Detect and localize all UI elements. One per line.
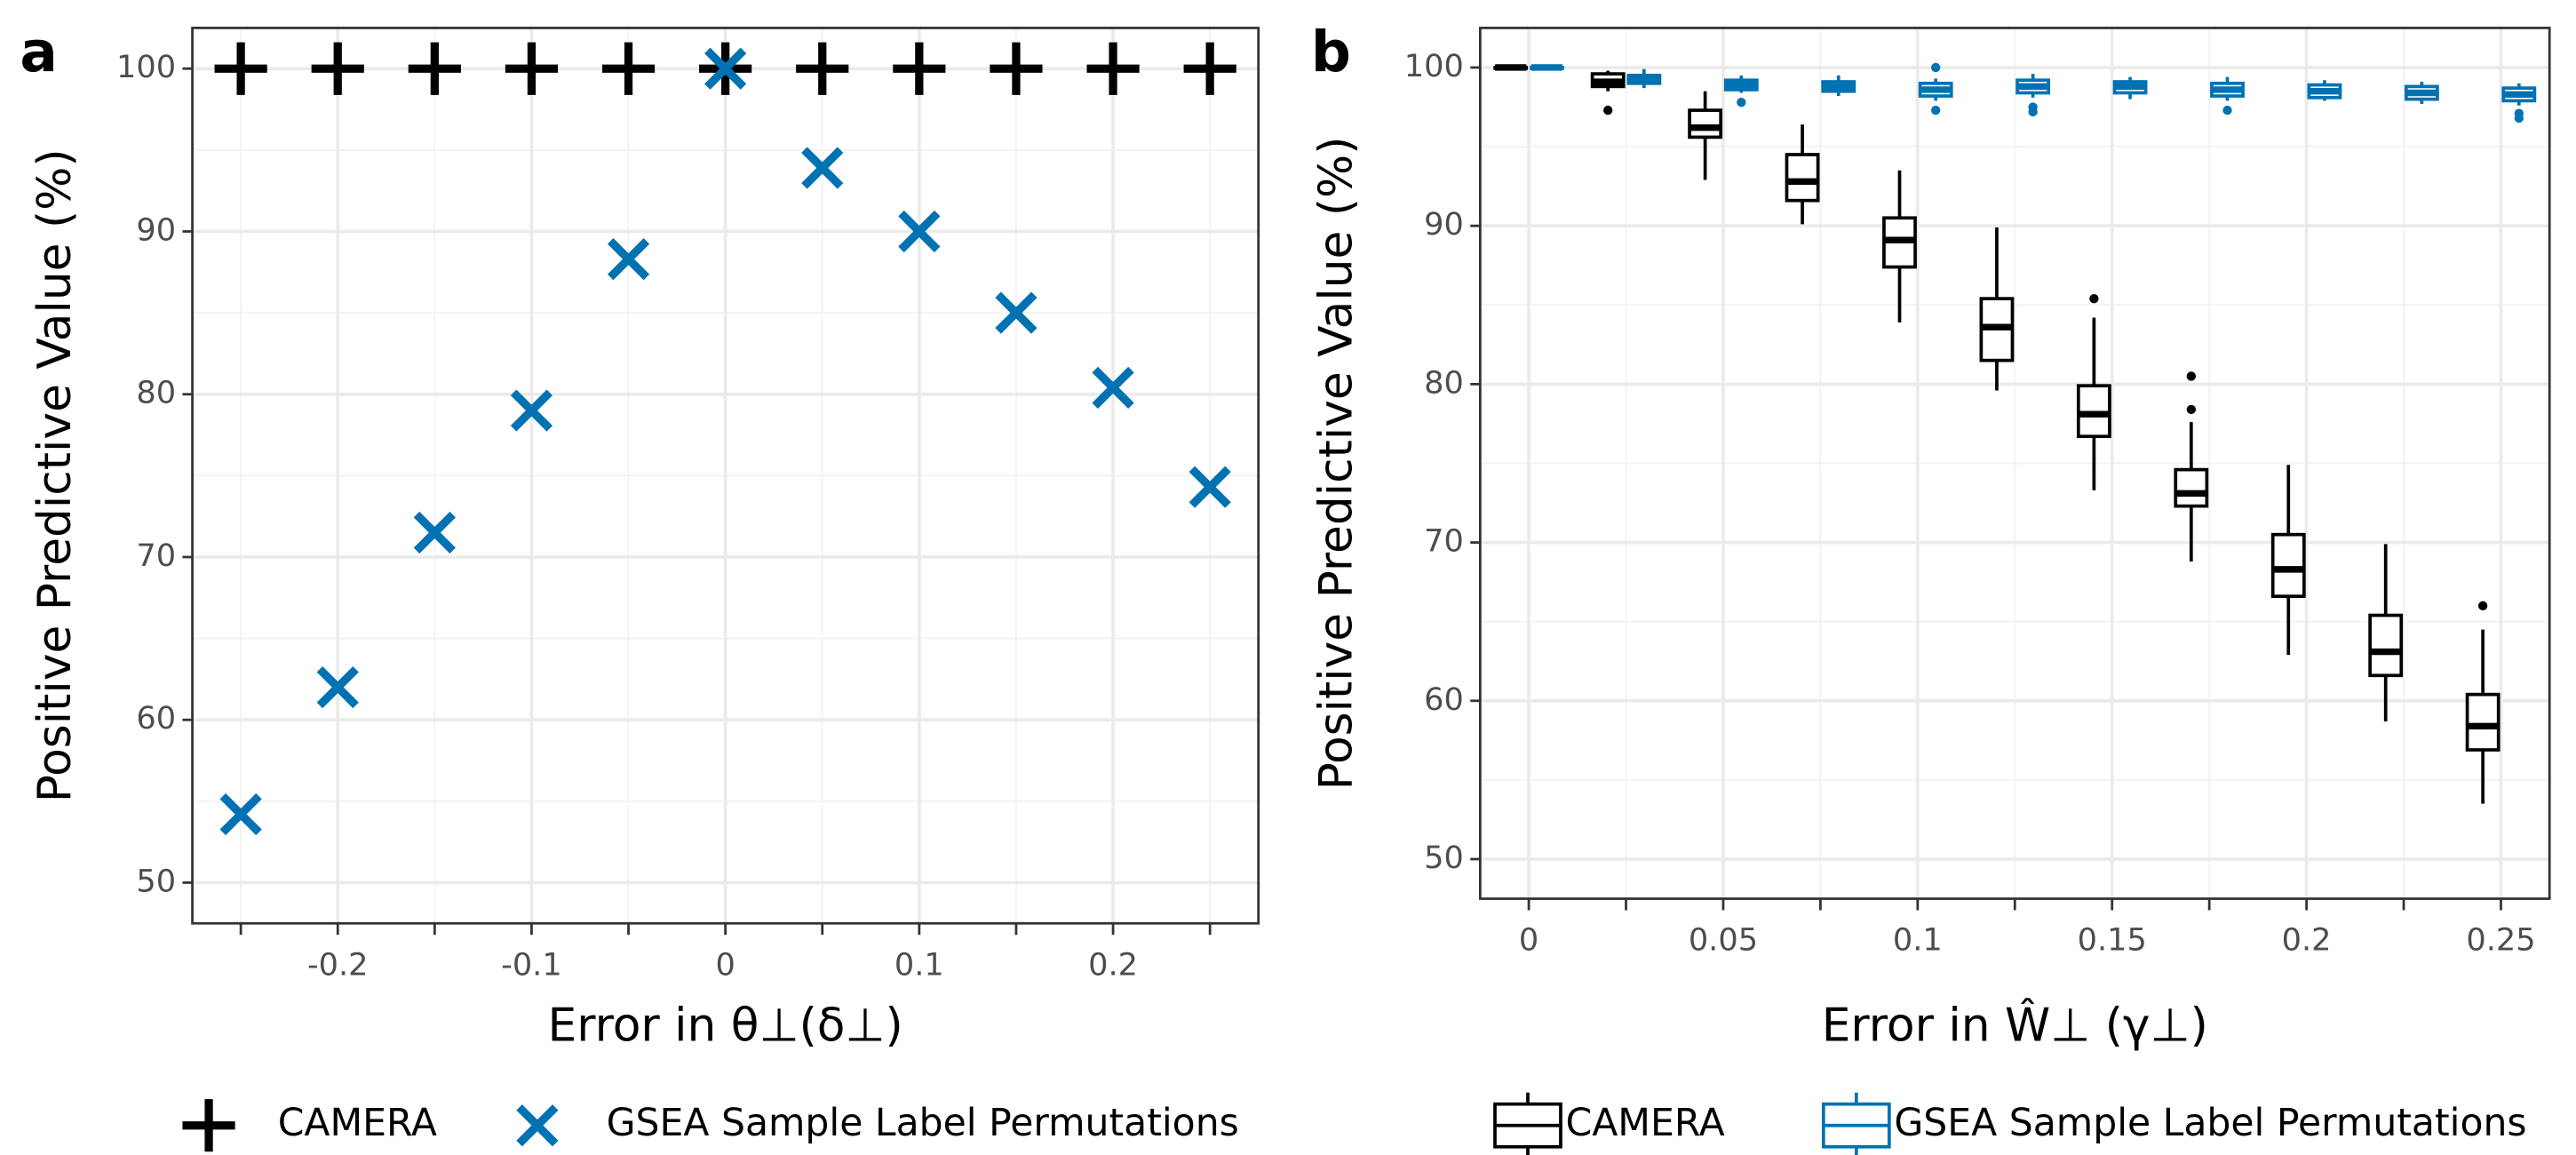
box-body	[2465, 692, 2500, 752]
marker-plus	[182, 1099, 235, 1152]
marker-cross	[413, 511, 456, 554]
y-tick-label: 50	[136, 863, 176, 899]
box-body	[2270, 532, 2306, 599]
x-axis-title: Error in θ⊥(δ⊥)	[548, 1000, 903, 1053]
x-tick-label: 0.15	[2078, 922, 2147, 959]
y-tick-label: 100	[1404, 48, 1464, 84]
marker-cross	[510, 389, 553, 432]
marker-cross	[219, 793, 262, 836]
y-tick-label: 60	[136, 700, 176, 737]
y-tick-label: 70	[1424, 523, 1464, 560]
y-tick-label: 90	[1424, 206, 1464, 243]
box-outlier	[1737, 98, 1746, 108]
y-tick-label: 100	[116, 49, 176, 85]
box-outlier	[2477, 601, 2488, 611]
marker-cross	[995, 291, 1038, 334]
plot-border	[1478, 27, 2551, 900]
marker-plus	[601, 42, 656, 95]
box-body	[1785, 153, 1820, 203]
marker-cross	[316, 665, 359, 709]
marker-plus	[1183, 42, 1236, 95]
box-outlier	[2186, 371, 2196, 381]
y-tick-label: 90	[136, 211, 176, 248]
box-outlier	[2089, 293, 2099, 304]
box-outlier	[2186, 404, 2196, 415]
panel-label: a	[20, 20, 57, 84]
marker-cross	[1189, 466, 1231, 508]
x-tick-label: 0.05	[1689, 922, 1758, 959]
box-body	[1688, 108, 1723, 139]
panel-label: b	[1311, 20, 1351, 84]
legend-label: GSEA Sample Label Permutations	[1894, 1102, 2526, 1145]
marker-plus	[505, 42, 559, 95]
y-tick-label: 60	[1424, 681, 1464, 718]
x-axis-title: Error in Ŵ⊥ (γ⊥)	[1822, 998, 2208, 1053]
marker-cross	[607, 238, 650, 281]
box-body	[2368, 613, 2404, 678]
marker-plus	[214, 42, 267, 95]
y-tick-label: 80	[136, 375, 176, 411]
box-outlier	[2222, 105, 2232, 116]
x-tick-label: 0.2	[1088, 946, 1138, 983]
x-tick-label: 0	[715, 946, 735, 983]
marker-plus	[311, 42, 364, 95]
marker-plus	[893, 42, 946, 95]
y-tick-label: 50	[1424, 840, 1464, 876]
plot-border	[191, 27, 1260, 925]
legend-label: CAMERA	[278, 1102, 437, 1145]
legend-label: GSEA Sample Label Permutations	[607, 1102, 1239, 1145]
box-outlier	[2028, 107, 2038, 117]
x-tick-label: 0.2	[2282, 922, 2332, 959]
box-outlier	[2514, 108, 2524, 118]
x-tick-label: 0	[1519, 922, 1538, 959]
marker-cross	[1092, 366, 1134, 410]
y-tick-label: 80	[1424, 364, 1464, 401]
marker-cross	[801, 147, 844, 189]
y-axis-title: Positive Predictive Value (%)	[28, 148, 82, 802]
box-body	[2174, 467, 2209, 508]
marker-cross	[704, 47, 747, 90]
x-tick-label: 0.25	[2466, 922, 2535, 959]
box-outlier	[1602, 105, 1613, 116]
y-tick-label: 70	[136, 538, 176, 574]
box-outlier	[1931, 105, 1941, 116]
x-tick-label: 0.1	[894, 946, 944, 983]
marker-plus	[990, 42, 1043, 95]
legend-label: CAMERA	[1566, 1102, 1725, 1145]
x-tick-label: 0.1	[1893, 922, 1943, 959]
y-axis-title: Positive Predictive Value (%)	[1309, 137, 1363, 791]
marker-cross	[516, 1104, 559, 1147]
marker-plus	[408, 42, 461, 95]
marker-plus	[1086, 42, 1140, 95]
marker-plus	[796, 42, 849, 95]
x-tick-label: -0.2	[307, 946, 369, 983]
box-outlier	[1931, 62, 1941, 73]
x-tick-label: -0.1	[501, 946, 562, 983]
marker-cross	[898, 210, 941, 253]
